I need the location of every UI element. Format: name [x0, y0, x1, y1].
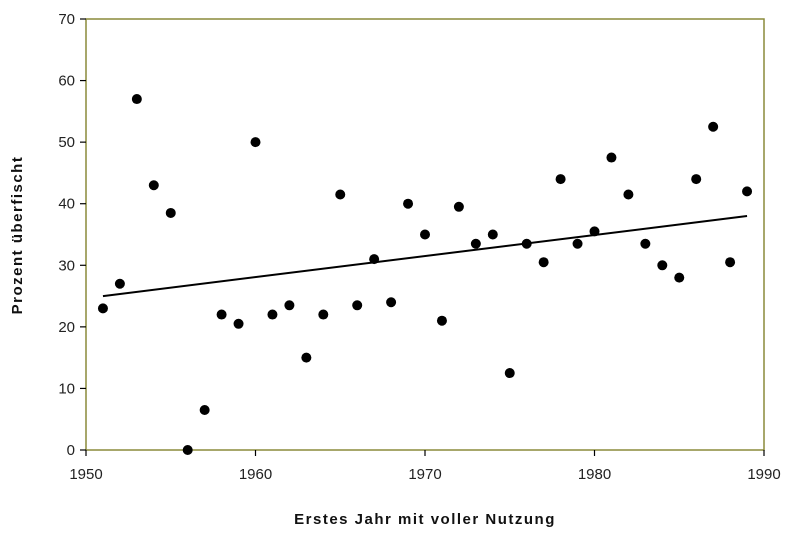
data-point — [199, 404, 210, 415]
data-point — [538, 257, 549, 268]
data-point — [131, 94, 142, 105]
x-tick-label: 1960 — [239, 466, 272, 483]
y-tick-label: 0 — [67, 442, 75, 459]
data-point — [335, 189, 346, 200]
data-point — [640, 238, 651, 249]
y-tick-label: 30 — [58, 257, 75, 274]
data-point — [97, 303, 108, 314]
data-point — [318, 309, 329, 320]
y-tick-label: 60 — [58, 73, 75, 90]
data-point — [674, 272, 685, 283]
data-point — [182, 445, 193, 455]
data-point — [572, 238, 583, 249]
data-point — [250, 137, 261, 148]
y-axis: 0 10 20 30 40 50 60 70 — [58, 11, 86, 459]
data-point — [504, 368, 515, 379]
data-point — [352, 300, 363, 311]
data-point — [521, 238, 532, 249]
data-point — [216, 309, 227, 320]
data-point — [267, 309, 278, 320]
data-point — [369, 254, 380, 265]
y-tick-label: 40 — [58, 196, 75, 213]
x-axis-title: Erstes Jahr mit voller Nutzung — [294, 511, 556, 528]
data-point — [742, 186, 753, 197]
data-point — [233, 318, 244, 329]
data-point — [708, 121, 719, 132]
y-tick-label: 10 — [58, 380, 75, 397]
data-point — [606, 152, 617, 163]
data-point — [403, 198, 414, 209]
data-point — [487, 229, 498, 240]
data-point — [301, 352, 312, 363]
data-point — [725, 257, 736, 268]
data-point — [386, 297, 397, 308]
data-point — [436, 315, 447, 326]
x-axis: 1950 1960 1970 1980 1990 — [69, 450, 781, 483]
trend-line — [102, 215, 748, 298]
data-point — [555, 174, 566, 185]
data-point — [623, 189, 634, 200]
data-point — [589, 226, 600, 237]
x-tick-label: 1990 — [747, 466, 780, 483]
data-point — [420, 229, 430, 240]
y-tick-label: 50 — [58, 134, 75, 151]
data-point — [470, 238, 481, 249]
data-point — [148, 180, 159, 191]
y-tick-label: 70 — [58, 11, 75, 28]
data-point — [284, 300, 295, 311]
data-points — [97, 94, 753, 455]
x-tick-label: 1970 — [408, 466, 441, 483]
data-point — [114, 278, 125, 289]
data-point — [165, 207, 176, 218]
x-tick-label: 1950 — [69, 466, 102, 483]
y-axis-title: Prozent überfischt — [9, 156, 26, 315]
y-tick-label: 20 — [58, 319, 75, 336]
data-point — [691, 174, 702, 185]
x-tick-label: 1980 — [578, 466, 611, 483]
data-point — [453, 201, 464, 212]
data-point — [657, 260, 668, 271]
